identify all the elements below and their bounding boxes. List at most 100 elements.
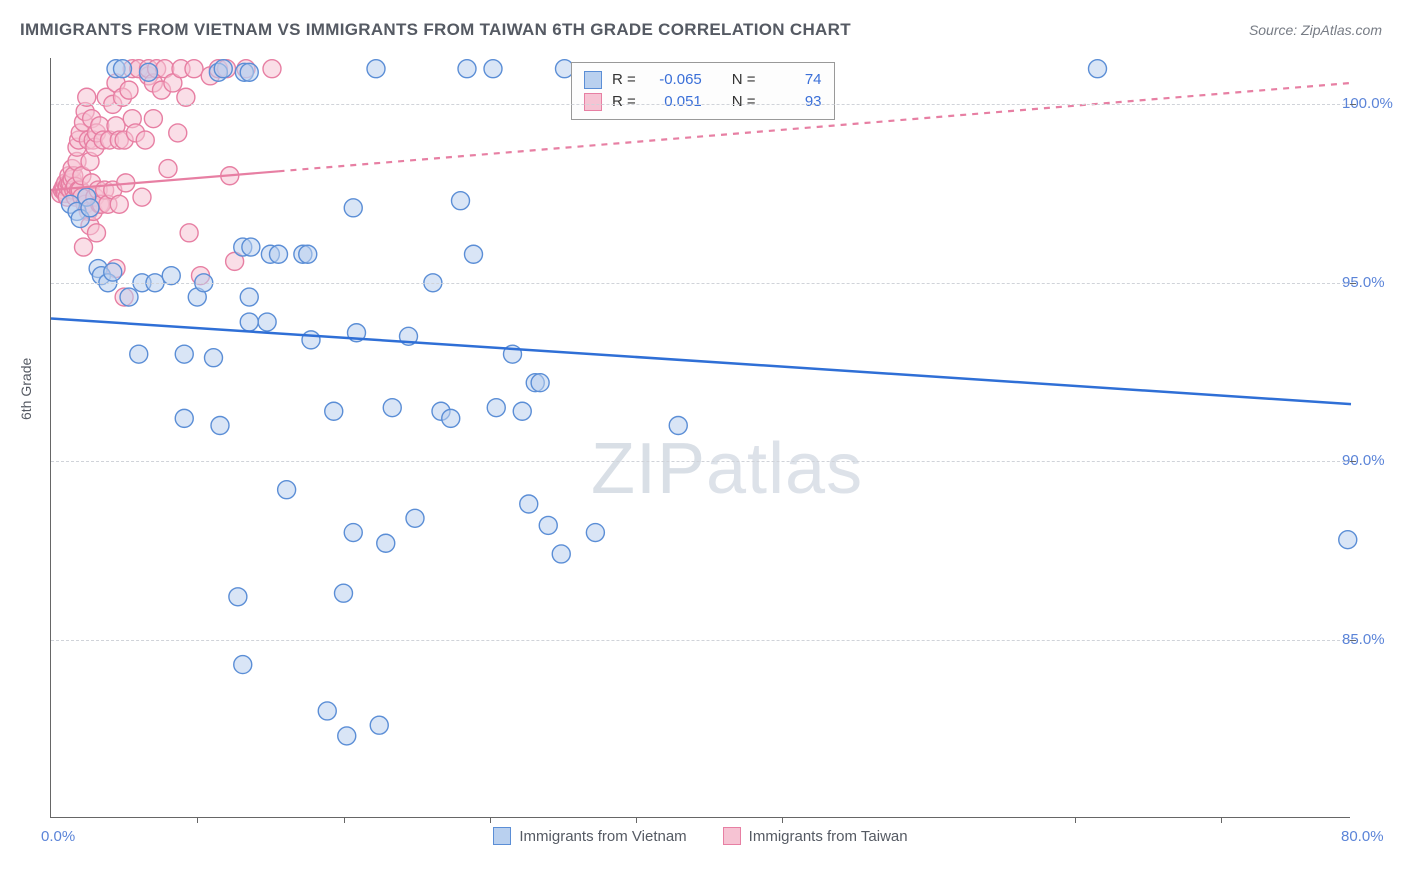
data-point	[338, 727, 356, 745]
data-point	[114, 60, 132, 78]
data-point	[130, 345, 148, 363]
data-point	[136, 131, 154, 149]
data-point	[458, 60, 476, 78]
y-tick-label: 85.0%	[1342, 631, 1385, 648]
legend-row-vietnam: R = -0.065 N = 74	[584, 69, 822, 91]
data-point	[1339, 531, 1357, 549]
data-point	[370, 716, 388, 734]
x-tick	[490, 817, 491, 823]
data-point	[513, 402, 531, 420]
data-point	[344, 524, 362, 542]
y-tick-label: 90.0%	[1342, 452, 1385, 469]
data-point	[302, 331, 320, 349]
data-point	[185, 60, 203, 78]
data-point	[104, 263, 122, 281]
y-tick-label: 95.0%	[1342, 274, 1385, 291]
data-point	[144, 110, 162, 128]
data-point	[406, 509, 424, 527]
data-point	[169, 124, 187, 142]
data-point	[159, 160, 177, 178]
legend-label: Immigrants from Taiwan	[749, 828, 908, 845]
x-tick	[344, 817, 345, 823]
legend-row-taiwan: R = 0.051 N = 93	[584, 91, 822, 113]
data-point	[586, 524, 604, 542]
legend-label: Immigrants from Vietnam	[519, 828, 686, 845]
legend-item-vietnam: Immigrants from Vietnam	[493, 827, 686, 845]
x-tick	[1221, 817, 1222, 823]
data-point	[539, 516, 557, 534]
data-point	[552, 545, 570, 563]
data-point	[383, 399, 401, 417]
x-tick-label: 0.0%	[41, 828, 75, 845]
legend-swatch-taiwan	[584, 93, 602, 111]
data-point	[442, 409, 460, 427]
data-point	[240, 313, 258, 331]
x-tick	[782, 817, 783, 823]
legend-swatch-vietnam	[584, 71, 602, 89]
data-point	[520, 495, 538, 513]
legend-n-value: 93	[766, 91, 822, 113]
scatter-plot-svg	[51, 58, 1350, 817]
data-point	[175, 409, 193, 427]
data-point	[240, 288, 258, 306]
correlation-legend-box: R = -0.065 N = 74 R = 0.051 N = 93	[571, 62, 835, 120]
data-point	[299, 245, 317, 263]
source-attribution: Source: ZipAtlas.com	[1249, 22, 1382, 38]
data-point	[110, 195, 128, 213]
legend-r-value: -0.065	[646, 69, 702, 91]
legend-item-taiwan: Immigrants from Taiwan	[723, 827, 908, 845]
data-point	[487, 399, 505, 417]
gridline	[51, 461, 1350, 462]
data-point	[263, 60, 281, 78]
data-point	[175, 345, 193, 363]
data-point	[325, 402, 343, 420]
gridline	[51, 283, 1350, 284]
data-point	[211, 417, 229, 435]
legend-r-label: R =	[612, 69, 636, 91]
legend-r-label: R =	[612, 91, 636, 113]
data-point	[242, 238, 260, 256]
data-point	[140, 63, 158, 81]
x-tick-label: 80.0%	[1341, 828, 1384, 845]
data-point	[75, 238, 93, 256]
y-axis-label: 6th Grade	[18, 358, 34, 420]
data-point	[180, 224, 198, 242]
x-tick	[197, 817, 198, 823]
chart-area: ZIPatlas R = -0.065 N = 74 R = 0.051 N =…	[50, 58, 1350, 818]
x-tick	[1075, 817, 1076, 823]
data-point	[452, 192, 470, 210]
data-point	[531, 374, 549, 392]
data-point	[258, 313, 276, 331]
data-point	[120, 288, 138, 306]
data-point	[205, 349, 223, 367]
data-point	[120, 81, 138, 99]
data-point	[214, 60, 232, 78]
data-point	[240, 63, 258, 81]
data-point	[229, 588, 247, 606]
data-point	[377, 534, 395, 552]
data-point	[234, 656, 252, 674]
legend-n-value: 74	[766, 69, 822, 91]
gridline	[51, 640, 1350, 641]
data-point	[318, 702, 336, 720]
legend-n-label: N =	[732, 69, 756, 91]
data-point	[1089, 60, 1107, 78]
data-point	[133, 188, 151, 206]
trend-line	[51, 318, 1351, 404]
gridline	[51, 104, 1350, 105]
data-point	[367, 60, 385, 78]
chart-title: IMMIGRANTS FROM VIETNAM VS IMMIGRANTS FR…	[20, 20, 851, 40]
data-point	[344, 199, 362, 217]
data-point	[465, 245, 483, 263]
legend-swatch-taiwan	[723, 827, 741, 845]
series-legend: Immigrants from Vietnam Immigrants from …	[51, 827, 1350, 845]
data-point	[484, 60, 502, 78]
data-point	[88, 224, 106, 242]
legend-swatch-vietnam	[493, 827, 511, 845]
data-point	[335, 584, 353, 602]
data-point	[278, 481, 296, 499]
legend-n-label: N =	[732, 91, 756, 113]
data-point	[669, 417, 687, 435]
x-tick	[636, 817, 637, 823]
data-point	[81, 199, 99, 217]
